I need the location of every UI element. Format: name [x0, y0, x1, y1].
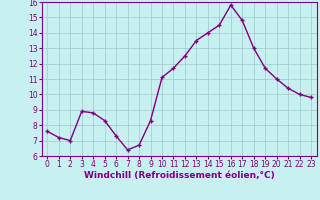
X-axis label: Windchill (Refroidissement éolien,°C): Windchill (Refroidissement éolien,°C) — [84, 171, 275, 180]
